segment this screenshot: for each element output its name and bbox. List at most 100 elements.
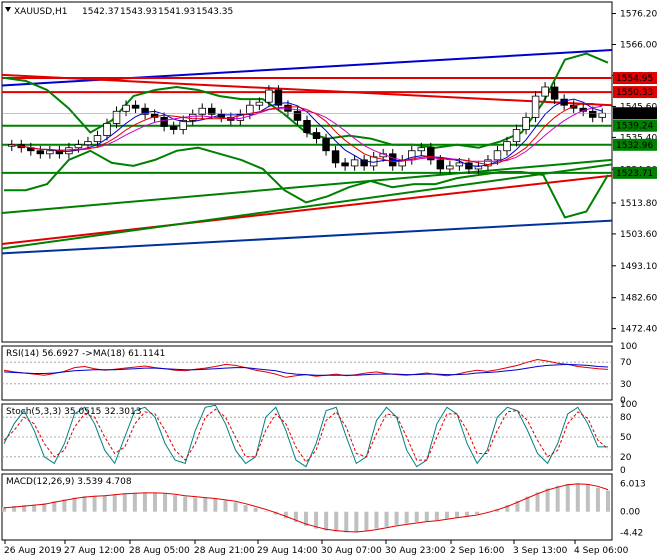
candle-body: [293, 110, 302, 121]
stoch-ytick-label: 20: [620, 453, 632, 463]
ohlc-value: 1541.93: [158, 7, 195, 17]
current-price-label: 1543.35: [616, 109, 653, 119]
x-tick-label: 28 Aug 05:00: [129, 546, 190, 556]
candle-body: [341, 162, 349, 167]
macd-histogram-bar: [263, 511, 268, 512]
ohlc-value: 1543.93: [120, 7, 157, 17]
candle-body: [131, 104, 140, 109]
price-ytick-label: 1566.00: [620, 41, 657, 51]
macd-histogram-bar: [444, 511, 449, 519]
level-label: 1550.33: [616, 88, 653, 98]
macd-histogram-bar: [223, 500, 228, 512]
stoch-panel: 100 80 50 20 0 Stoch(5,3,3) 35.0515 32.3013: [1, 400, 637, 476]
current-price-tag: [613, 107, 657, 120]
candle-body: [179, 119, 187, 130]
macd-histogram-bar: [394, 511, 399, 525]
rsi-frame: [1, 345, 613, 401]
x-tick-label: 26 Aug 2019: [4, 546, 62, 556]
macd-histogram-bar: [384, 511, 389, 527]
macd-histogram-bar: [575, 483, 580, 512]
macd-ytick-label: 6.013: [620, 479, 646, 489]
macd-histogram-bar: [42, 503, 47, 512]
candle-body: [122, 104, 130, 112]
candle-body: [512, 129, 521, 143]
macd-histogram-bar: [515, 500, 520, 512]
macd-title: MACD(12,26,9) 3.539 4.708: [6, 477, 132, 487]
macd-histogram-bar: [72, 497, 77, 512]
macd-ytick-label: -4.42: [620, 529, 643, 539]
candle-body: [446, 165, 454, 170]
candle-body: [274, 89, 283, 106]
rsi-ytick-label: 100: [620, 342, 637, 352]
candle-body: [598, 112, 606, 118]
macd-histogram-bar: [203, 498, 208, 512]
macd-histogram-bar: [324, 511, 329, 531]
candle-body: [455, 162, 464, 167]
macd-histogram-bar: [535, 492, 540, 512]
macd-signal-line: [3, 483, 609, 533]
candle-body: [303, 119, 311, 133]
stoch-ytick-label: 100: [620, 400, 637, 410]
candle-body: [265, 89, 273, 103]
level-label: 1523.71: [616, 169, 653, 179]
ma-green-line: [1, 163, 613, 250]
candle-body: [284, 104, 292, 112]
candle-body: [360, 159, 368, 167]
bollinger-lower-band: [4, 146, 609, 219]
macd-histogram-bar: [434, 511, 439, 521]
candle-body: [198, 107, 206, 115]
price-panel: 1576.201566.001555.801545.601535.401524.…: [1, 1, 657, 343]
candle-body: [84, 141, 92, 146]
price-ytick-label: 1482.60: [620, 294, 657, 304]
candle-body: [255, 101, 264, 106]
macd-histogram-bar: [62, 499, 67, 512]
price-ma-0: [11, 98, 603, 168]
macd-histogram-bar: [304, 511, 308, 526]
macd-histogram-bar: [132, 492, 137, 512]
macd-histogram-bar: [183, 496, 188, 512]
macd-histogram-bar: [293, 511, 298, 523]
macd-histogram-bar: [555, 485, 560, 512]
candle-body: [46, 150, 54, 155]
x-tick-label: 30 Aug 07:00: [321, 546, 382, 556]
level-label: 1532.96: [616, 141, 653, 151]
macd-ytick-label: 0.00: [620, 508, 640, 518]
candle-body: [103, 123, 111, 136]
macd-histogram-bar: [112, 494, 117, 512]
macd-histogram-bar: [505, 505, 510, 512]
rsi-ytick-label: 70: [620, 358, 632, 368]
macd-histogram-bar: [525, 496, 530, 512]
ma-red-line: [1, 174, 613, 245]
level-tag: [613, 119, 657, 132]
macd-histogram-bar: [414, 511, 419, 523]
macd-histogram-bar: [22, 505, 27, 512]
level-tag: [613, 86, 657, 99]
macd-histogram-bar: [2, 507, 6, 512]
macd-histogram-bar: [354, 511, 359, 532]
macd-histogram-bar: [374, 511, 379, 529]
stoch-ytick-label: 0: [620, 466, 626, 476]
x-tick-label: 30 Aug 23:00: [385, 546, 446, 556]
macd-histogram-bar: [314, 511, 319, 529]
candle-body: [350, 159, 359, 167]
macd-histogram-bar: [485, 511, 490, 513]
candle-body: [36, 150, 45, 155]
candle-body: [550, 86, 559, 100]
level-tag: [613, 166, 657, 179]
candle-body: [522, 116, 530, 130]
candle-body: [160, 116, 168, 127]
candle-body: [474, 165, 483, 170]
price-ytick-label: 1493.10: [620, 262, 657, 272]
candle-body: [312, 132, 321, 140]
stoch-ytick-label: 80: [620, 413, 632, 423]
macd-histogram-bar: [585, 484, 590, 512]
macd-histogram-bar: [565, 483, 570, 512]
rsi-panel: 100 70 30 0 RSI(14) 56.6927 ->MA(18) 61.1141: [1, 342, 637, 406]
macd-histogram-bar: [465, 511, 470, 516]
candle-body: [112, 110, 121, 124]
stoch-ytick-label: 50: [620, 433, 632, 443]
level-tag: [613, 72, 657, 85]
price-ytick-label: 1503.60: [620, 230, 657, 240]
candle-body: [141, 107, 149, 115]
